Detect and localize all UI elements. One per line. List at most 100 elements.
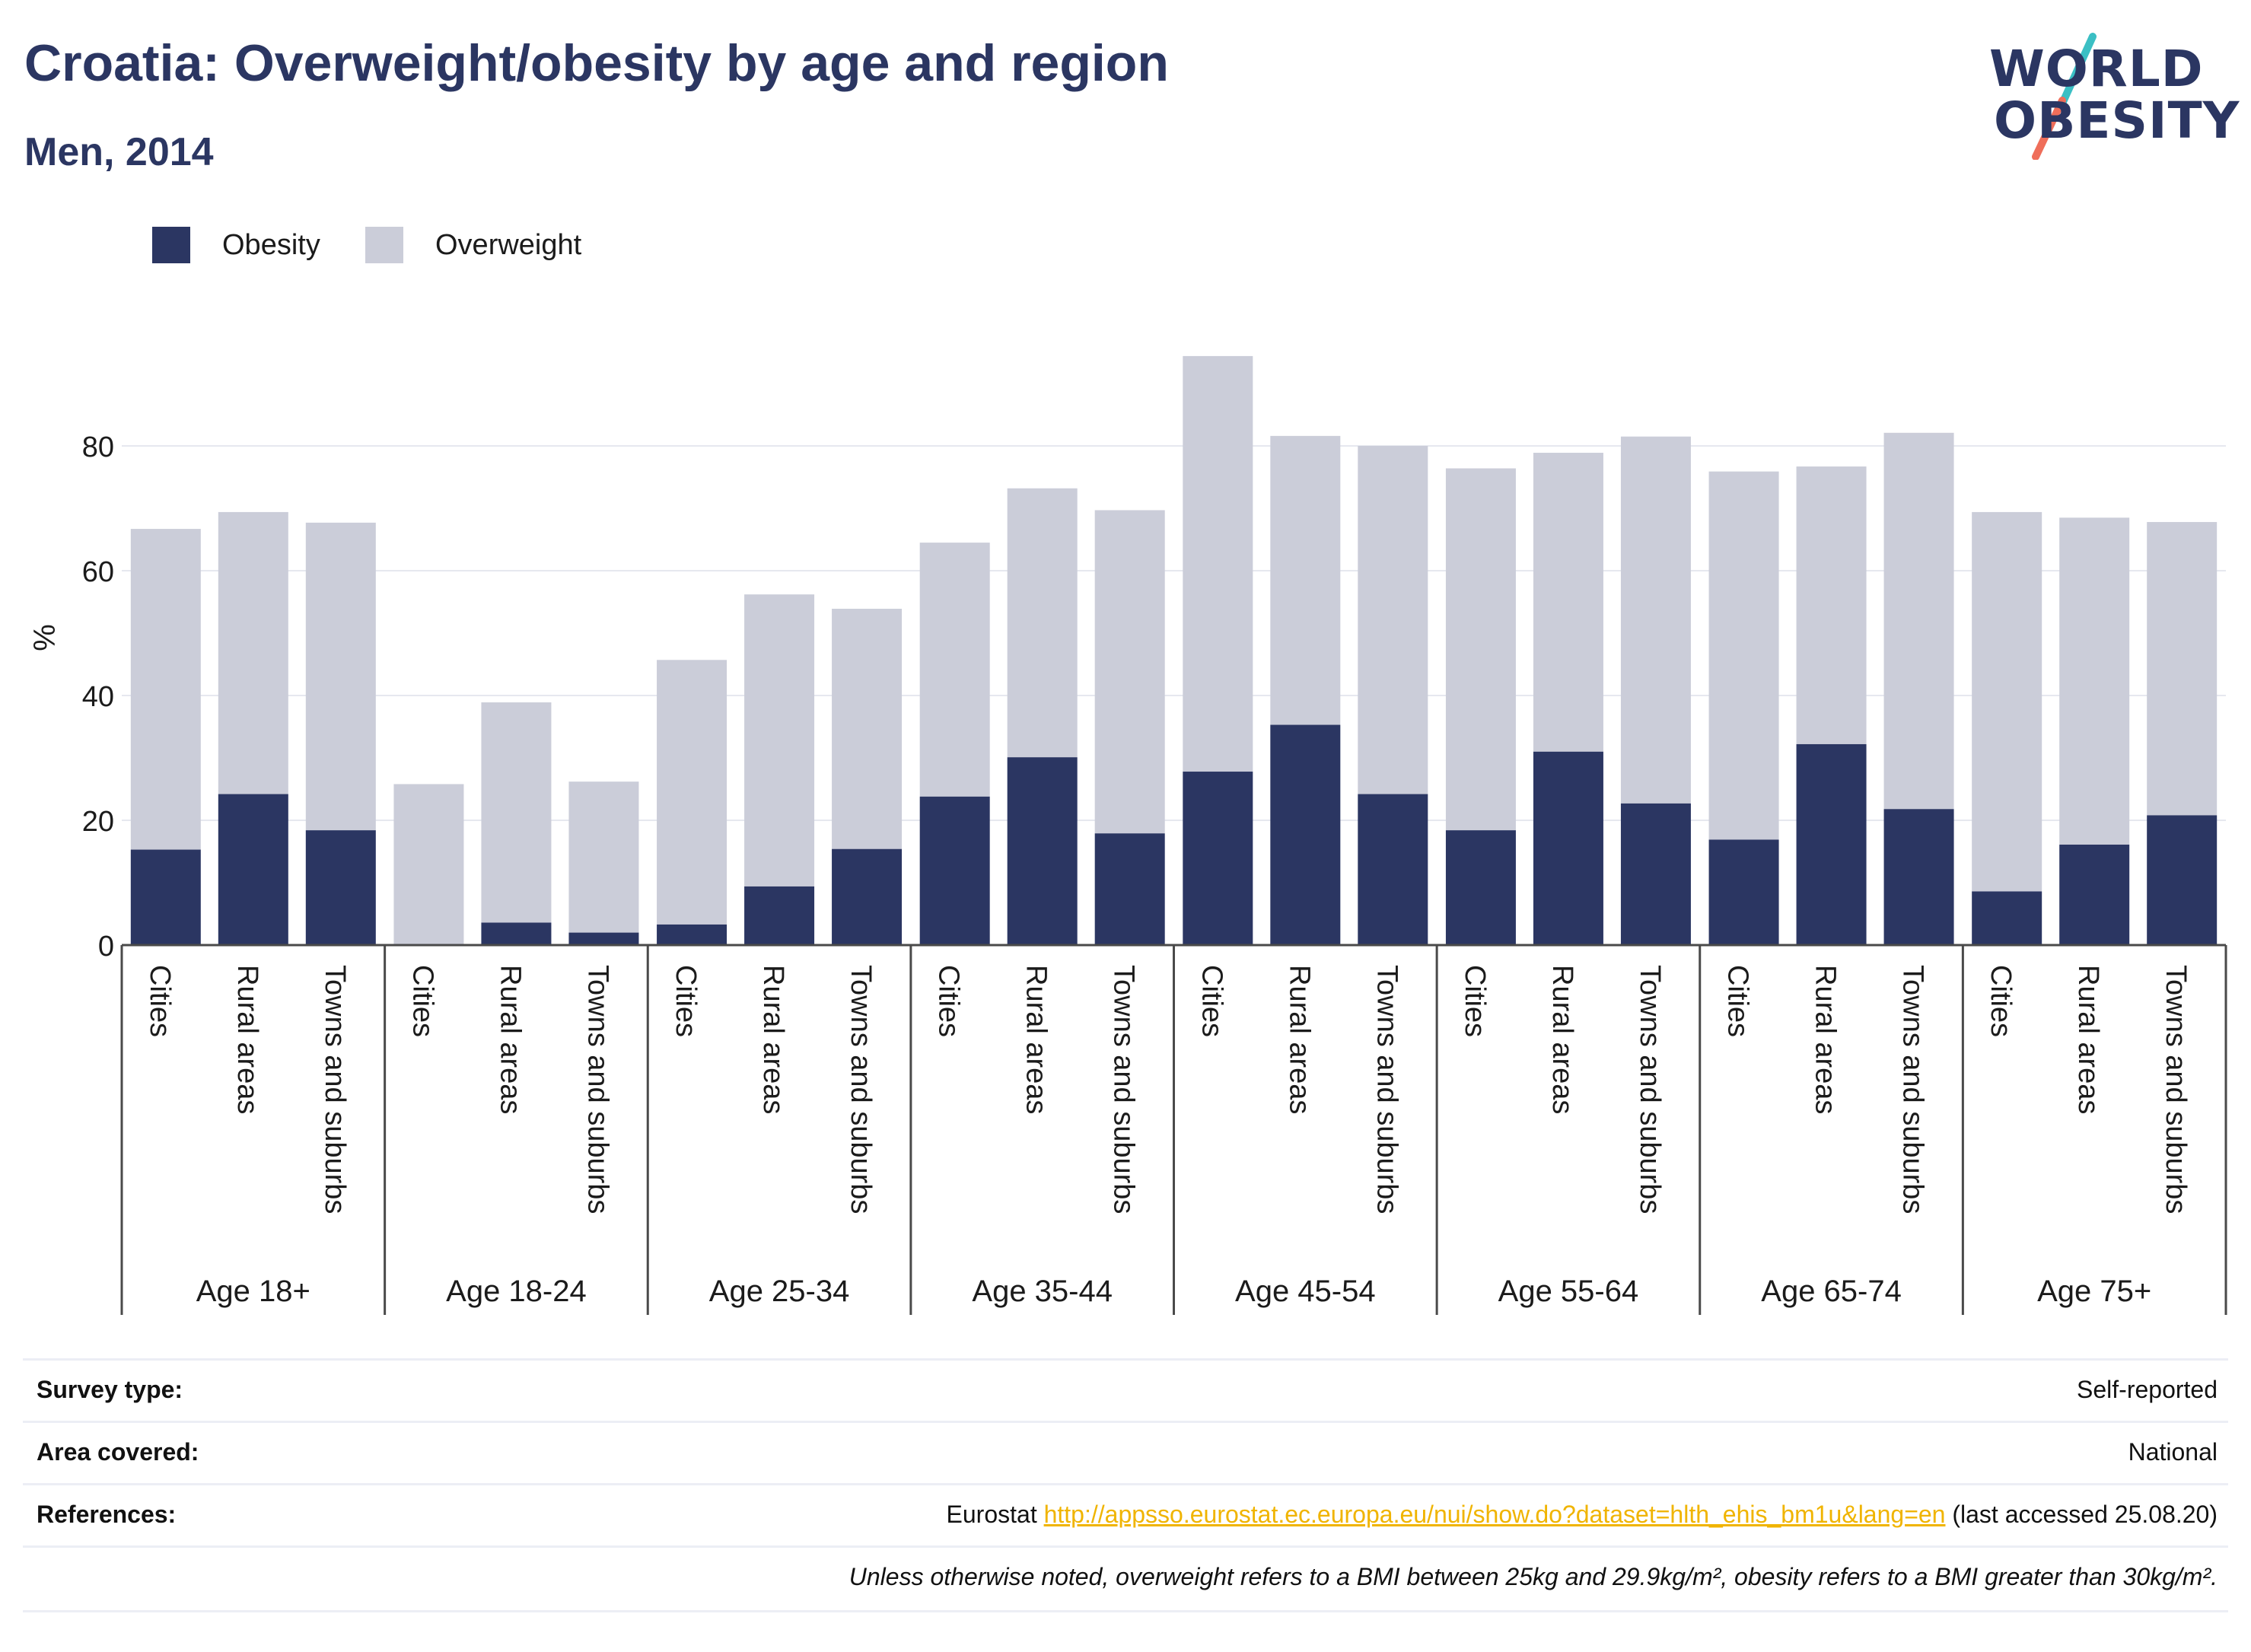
bar-obesity — [305, 830, 376, 945]
bar-obesity — [1270, 724, 1341, 945]
x-category-label: Cities — [1196, 965, 1227, 1037]
references-value: Eurostat http://appsso.eurostat.ec.europ… — [947, 1501, 2218, 1529]
bar-overweight — [1883, 432, 1954, 810]
area-covered-label: Area covered: — [37, 1438, 199, 1466]
bar-overweight — [1708, 471, 1779, 840]
bar-obesity — [2059, 844, 2130, 945]
survey-type-label: Survey type: — [37, 1376, 183, 1403]
bar-obesity — [1183, 772, 1253, 945]
legend-label-overweight: Overweight — [435, 228, 582, 261]
bar-overweight — [305, 522, 376, 831]
bar-overweight — [1972, 511, 2042, 892]
x-category-label: Towns and suburbs — [1371, 965, 1402, 1214]
legend-swatch-overweight — [365, 227, 403, 263]
x-group-label: Age 25-34 — [709, 1275, 850, 1308]
references-link[interactable]: http://appsso.eurostat.ec.europa.eu/nui/… — [1043, 1501, 1946, 1528]
y-axis-title: % — [28, 624, 62, 651]
bar-obesity — [481, 922, 552, 945]
x-category-label: Towns and suburbs — [319, 965, 351, 1214]
bar-obesity — [1533, 751, 1603, 945]
y-tick-label: 60 — [82, 556, 114, 588]
x-category-label: Rural areas — [1283, 965, 1315, 1114]
bar-overweight — [832, 609, 903, 849]
bar-obesity — [2147, 815, 2218, 945]
bar-obesity — [568, 932, 639, 945]
x-group-label: Age 35-44 — [972, 1275, 1113, 1308]
x-category-label: Towns and suburbs — [2160, 965, 2192, 1214]
references-suffix: (last accessed 25.08.20) — [1945, 1501, 2218, 1528]
logo-word-world: WORLD — [1989, 40, 2204, 98]
bar-overweight — [657, 660, 728, 925]
bar-overweight — [1007, 488, 1078, 758]
bar-overweight — [1796, 466, 1867, 744]
bar-obesity — [832, 848, 903, 945]
bar-obesity — [919, 796, 990, 945]
bar-overweight — [1094, 510, 1165, 834]
bar-obesity — [744, 886, 815, 945]
chart-subtitle: Men, 2014 — [24, 130, 214, 174]
bar-overweight — [2147, 522, 2218, 816]
references-label: References: — [37, 1501, 177, 1528]
bar-obesity — [1796, 743, 1867, 945]
x-category-label: Towns and suburbs — [845, 965, 877, 1214]
y-tick-label: 20 — [82, 806, 114, 838]
bar-overweight — [2059, 517, 2130, 845]
x-category-label: Rural areas — [1020, 965, 1052, 1114]
bar-obesity — [218, 794, 288, 945]
bmi-note: Unless otherwise noted, overweight refer… — [849, 1563, 2218, 1590]
x-category-label: Cities — [144, 965, 176, 1037]
x-group-label: Age 18-24 — [446, 1275, 587, 1308]
bar-overweight — [130, 529, 201, 850]
x-category-label: Rural areas — [2072, 965, 2104, 1114]
x-category-label: Cities — [1985, 965, 2017, 1037]
y-tick-label: 40 — [82, 681, 114, 713]
info-row-area: Area covered: National — [23, 1421, 2228, 1485]
stacked-bar-chart: 0 20 40 60 80% Cities Rural areas Towns and sub… — [28, 355, 2227, 1315]
info-row-survey-type: Survey type: Self-reported — [23, 1358, 2228, 1423]
x-category-label: Cities — [670, 965, 702, 1037]
bar-obesity — [1445, 830, 1516, 945]
bar-overweight — [1445, 468, 1516, 831]
bar-overweight — [919, 543, 990, 797]
bar-overweight — [1270, 435, 1341, 725]
area-covered-value: National — [2128, 1438, 2218, 1466]
x-category-label: Towns and suburbs — [1108, 965, 1140, 1214]
x-category-label: Rural areas — [1810, 965, 1842, 1114]
logo-slash-icon — [2032, 33, 2097, 160]
x-category-label: Towns and suburbs — [1634, 965, 1666, 1214]
x-group-label: Age 65-74 — [1761, 1275, 1902, 1308]
x-category-label: Rural areas — [494, 965, 526, 1114]
x-category-label: Rural areas — [757, 965, 789, 1114]
x-group-label: Age 55-64 — [1498, 1275, 1639, 1308]
bar-obesity — [1094, 833, 1165, 945]
x-category-label: Rural areas — [231, 965, 263, 1114]
bar-obesity — [1708, 839, 1779, 945]
x-group-label: Age 45-54 — [1235, 1275, 1376, 1308]
world-obesity-logo: WORLD OBESITY — [1979, 30, 2240, 160]
bar-obesity — [1883, 809, 1954, 945]
x-category-label: Cities — [933, 965, 965, 1037]
bar-overweight — [481, 702, 552, 923]
bar-obesity — [1972, 891, 2042, 945]
survey-type-value: Self-reported — [2077, 1376, 2218, 1403]
bar-overweight — [1183, 355, 1253, 772]
info-row-note: Unless otherwise noted, overweight refer… — [23, 1545, 2228, 1612]
legend-item-overweight[interactable]: Overweight — [365, 225, 581, 265]
x-category-label: Towns and suburbs — [581, 965, 613, 1214]
x-group-label: Age 75+ — [2037, 1275, 2151, 1308]
x-category-label: Rural areas — [1546, 965, 1578, 1114]
logo-word-obesity: OBESITY — [1994, 91, 2240, 150]
bar-overweight — [568, 781, 639, 933]
x-category-label: Cities — [1459, 965, 1491, 1037]
legend-swatch-obesity — [152, 227, 190, 263]
info-row-references: References: Eurostat http://appsso.euros… — [23, 1483, 2228, 1548]
bar-overweight — [1533, 453, 1603, 752]
bar-obesity — [657, 924, 728, 945]
bar-obesity — [1007, 757, 1078, 945]
bar-overweight — [744, 594, 815, 886]
y-tick-label: 80 — [82, 431, 114, 463]
chart-title: Croatia: Overweight/obesity by age and r… — [24, 34, 1169, 92]
x-category-label: Towns and suburbs — [1897, 965, 1929, 1214]
legend-label-obesity: Obesity — [222, 228, 320, 261]
legend-item-obesity[interactable]: Obesity — [152, 225, 320, 265]
